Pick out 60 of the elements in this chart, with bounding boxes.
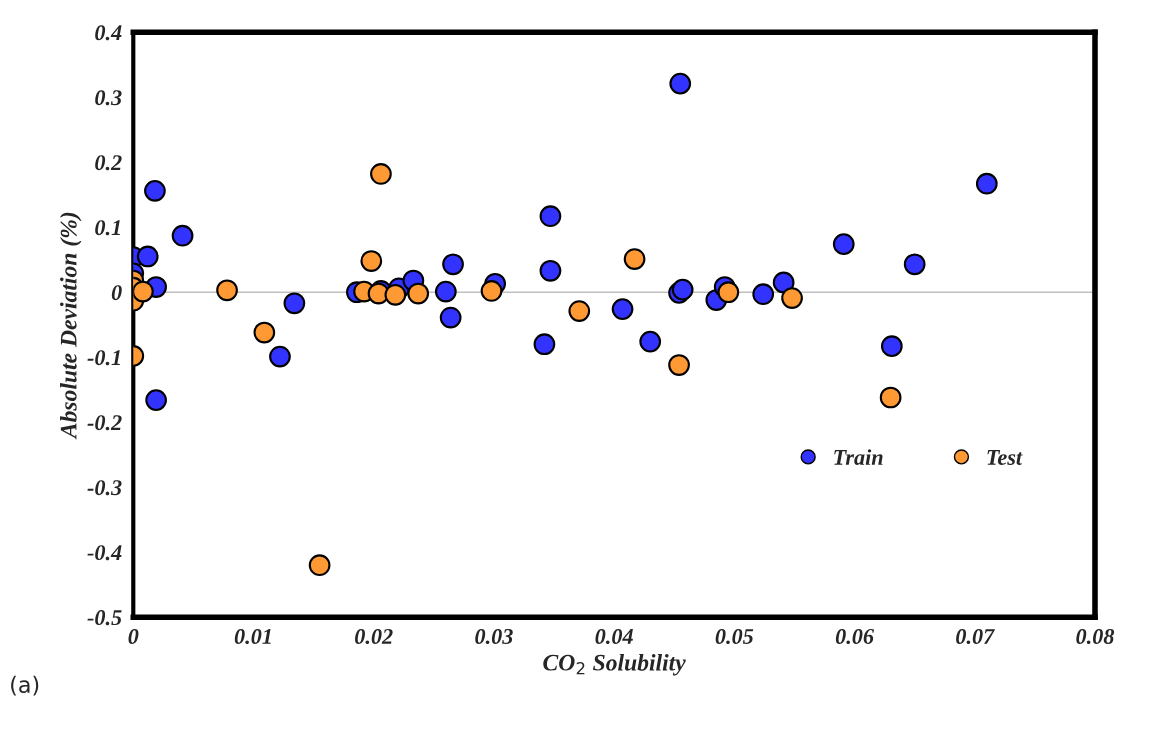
point (434, 280, 457, 303)
point (269, 345, 291, 368)
point (639, 330, 662, 353)
y-tick-label: 0 (111, 285, 122, 301)
point (144, 179, 166, 202)
point (611, 298, 634, 320)
point (308, 554, 331, 577)
point (539, 259, 562, 282)
x-tick-label: 0.05 (715, 628, 754, 645)
point (442, 253, 464, 276)
x-tick-label: 0.07 (956, 628, 995, 645)
point (975, 172, 998, 195)
y-axis-title: Absolute Deviation (%) (60, 212, 82, 440)
text: (a) (11, 675, 39, 696)
y-tick-label: -0.1 (87, 350, 120, 366)
legend-label: Train (834, 449, 883, 465)
y-tick-label: 0.3 (95, 90, 122, 106)
y-tick-label: -0.2 (87, 415, 122, 431)
point (171, 224, 194, 247)
legend-label: Test (987, 450, 1023, 465)
point (781, 287, 803, 309)
point (668, 354, 690, 376)
y-tick-label: -0.4 (87, 545, 122, 561)
x-tick-label: 0.04 (595, 628, 633, 645)
point (533, 333, 556, 356)
x-tick-label: 0.02 (355, 628, 393, 645)
point (133, 280, 154, 303)
x-tick-label: 0.01 (234, 628, 271, 645)
x-tick-label: 0 (128, 628, 139, 644)
point (623, 248, 646, 270)
point (283, 292, 306, 315)
point (253, 321, 276, 344)
point (752, 283, 775, 306)
point (216, 279, 238, 302)
point (384, 283, 407, 306)
x-tick-label: 0.03 (475, 628, 513, 645)
point (370, 163, 392, 185)
point (568, 300, 591, 322)
point (903, 253, 926, 276)
x-axis-title: CO$_{2}$ Solubility (543, 654, 686, 676)
point (772, 271, 795, 294)
y-tick-label: -0.5 (87, 610, 122, 626)
point (439, 306, 462, 329)
point (136, 245, 159, 268)
point (717, 281, 740, 304)
point (879, 386, 902, 409)
point (360, 250, 383, 272)
point (880, 335, 903, 358)
point (669, 72, 692, 95)
y-tick-label: -0.3 (87, 480, 122, 496)
x-tick-label: 0.08 (1076, 628, 1115, 645)
point (539, 205, 562, 228)
point (832, 233, 855, 255)
y-tick-label: 0.2 (95, 155, 122, 171)
y-tick-label: 0.4 (95, 25, 122, 41)
y-tick-label: 0.1 (95, 220, 120, 236)
point (480, 280, 503, 302)
point (145, 389, 167, 411)
point (407, 282, 430, 305)
x-tick-label: 0.06 (835, 628, 875, 645)
